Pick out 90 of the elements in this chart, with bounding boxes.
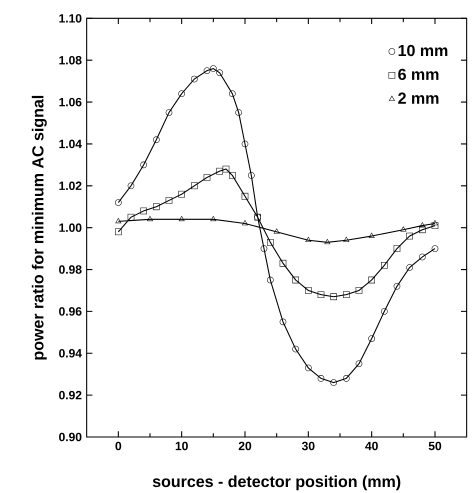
y-tick-label: 0.98: [59, 265, 82, 274]
point: [178, 90, 185, 98]
point: [115, 218, 122, 224]
legend-label: 6 mm: [398, 68, 438, 80]
x-tick-label: 40: [365, 442, 378, 450]
y-tick-label: 0.92: [59, 390, 82, 400]
point: [216, 168, 223, 174]
point: [318, 375, 324, 382]
point: [242, 220, 248, 226]
point: [368, 232, 375, 238]
point: [114, 228, 122, 236]
point: [432, 245, 438, 252]
point: [140, 208, 147, 214]
point: [140, 162, 147, 168]
point: [418, 254, 426, 260]
point: [166, 197, 172, 204]
y-axis-title: power ratio for minimum AC signal: [32, 96, 47, 360]
legend-label: 2 mm: [398, 92, 438, 104]
point: [204, 67, 210, 74]
point: [190, 76, 198, 82]
y-tick-label: 1.06: [59, 98, 82, 106]
y-tick-label: 1.10: [59, 14, 82, 23]
x-tick-label: 10: [176, 442, 188, 450]
x-tick-label: 30: [302, 442, 315, 450]
point: [400, 226, 406, 232]
point: [394, 245, 400, 252]
point: [114, 199, 122, 206]
point: [222, 166, 230, 172]
point: [292, 276, 299, 284]
x-tick-label: 50: [428, 442, 442, 450]
point: [280, 318, 286, 326]
point: [330, 293, 337, 300]
point: [216, 69, 223, 76]
point: [432, 220, 438, 226]
point: [380, 308, 388, 315]
point: [343, 236, 350, 242]
point: [292, 346, 299, 352]
point: [432, 222, 438, 229]
point: [274, 228, 280, 234]
y-tick-label: 1.02: [59, 182, 82, 190]
point: [305, 236, 312, 242]
legend-label: 10 mm: [398, 44, 448, 56]
point: [147, 216, 153, 222]
point: [152, 136, 160, 144]
point: [190, 182, 198, 190]
x-axis-title: sources - detector position (mm): [152, 475, 400, 490]
point: [356, 360, 362, 368]
point: [330, 379, 337, 386]
point: [228, 172, 236, 179]
point: [242, 140, 248, 148]
point: [406, 264, 413, 271]
point: [380, 262, 388, 269]
point: [128, 214, 134, 221]
point: [304, 287, 312, 294]
point: [368, 335, 375, 342]
point: [178, 190, 185, 198]
point: [266, 276, 274, 284]
point: [228, 90, 236, 98]
point: [280, 260, 286, 267]
point: [166, 109, 172, 116]
point: [128, 182, 134, 190]
point: [178, 216, 185, 222]
x-tick-label: 20: [238, 442, 252, 450]
y-tick-label: 1.00: [59, 223, 82, 232]
point: [394, 282, 400, 290]
point: [260, 245, 268, 252]
y-tick-label: 0.96: [59, 307, 82, 316]
y-tick-label: 1.04: [59, 140, 82, 148]
point: [419, 222, 426, 228]
point: [204, 174, 210, 181]
point: [418, 226, 426, 234]
point: [342, 291, 350, 298]
point: [210, 65, 217, 72]
point: [248, 172, 255, 179]
point: [152, 203, 160, 210]
point: [324, 238, 330, 244]
y-tick-label: 0.90: [59, 432, 82, 442]
y-tick-label: 0.94: [59, 349, 82, 358]
point: [235, 109, 242, 116]
x-tick-label: 0: [115, 442, 122, 450]
point: [368, 276, 375, 284]
point: [304, 364, 312, 372]
point: [356, 287, 362, 294]
point: [406, 232, 413, 240]
point: [318, 291, 324, 298]
point: [242, 192, 248, 200]
y-tick-label: 1.08: [59, 56, 82, 64]
point: [266, 238, 274, 246]
point: [342, 375, 350, 382]
point: [210, 216, 216, 222]
